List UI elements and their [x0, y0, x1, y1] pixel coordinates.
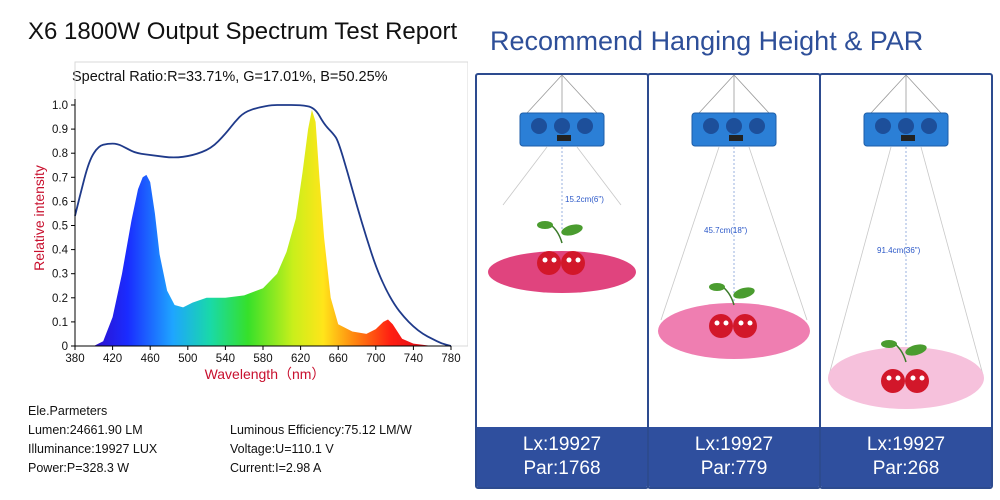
card-scene: 91.4cm(36") [828, 75, 984, 409]
card-footer: Lx:19927 Par:1768 [477, 427, 647, 487]
card-scene: 15.2cm(6") [488, 75, 636, 293]
spectrum-chart: Spectral Ratio:R=33.71%, G=17.01%, B=50.… [31, 61, 468, 382]
x-tick-label: 660 [329, 353, 348, 365]
card-scene: 45.7cm(18") [658, 75, 810, 359]
report-title: X6 1800W Output Spectrum Test Report [28, 18, 458, 45]
par-value: Par:268 [872, 458, 940, 479]
chart-subtitle: Spectral Ratio:R=33.71%, G=17.01%, B=50.… [72, 69, 388, 85]
y-tick-label: 1.0 [52, 100, 68, 112]
x-tick-label: 500 [178, 353, 197, 365]
y-tick-label: 0.3 [52, 269, 68, 281]
y-axis-ticks: 0 0.1 0.2 0.3 0.4 0.5 0.6 0.7 0.8 0.9 1.0 [52, 100, 75, 353]
card-footer: Lx:19927 Par:268 [821, 427, 991, 487]
param-illuminance: Illuminance:19927 LUX [28, 442, 158, 456]
height-card-far: 91.4cm(36") Lx:19927 Par:268 [819, 73, 993, 489]
x-tick-label: 740 [404, 353, 423, 365]
param-current: Current:I=2.98 A [230, 461, 322, 475]
y-tick-label: 0.8 [52, 148, 68, 160]
cherry-plant-icon [537, 221, 585, 275]
param-power: Power:P=328.3 W [28, 461, 130, 475]
param-voltage: Voltage:U=110.1 V [230, 442, 334, 456]
height-card-near: 15.2cm(6") Lx:19927 Par:1768 [475, 73, 649, 489]
lx-value: Lx:19927 [694, 434, 774, 455]
height-distance-label: 45.7cm(18") [704, 226, 748, 235]
height-distance-label: 91.4cm(36") [877, 246, 921, 255]
x-tick-label: 620 [291, 353, 310, 365]
x-tick-label: 460 [141, 353, 160, 365]
x-tick-label: 780 [441, 353, 460, 365]
y-tick-label: 0.4 [52, 245, 69, 257]
spectrum-outline-curve [74, 104, 452, 347]
y-tick-label: 0.7 [52, 172, 68, 184]
par-value: Par:1768 [523, 458, 601, 479]
hanging-height-panel: Recommend Hanging Height & PAR 15.2cm(6"… [468, 0, 1000, 500]
y-tick-label: 0 [62, 341, 68, 353]
lx-value: Lx:19927 [866, 434, 946, 455]
param-lumen: Lumen:24661.90 LM [28, 423, 143, 437]
hanging-title: Recommend Hanging Height & PAR [490, 26, 924, 56]
x-tick-label: 700 [366, 353, 385, 365]
height-distance-label: 15.2cm(6") [565, 195, 604, 204]
cherry-plant-icon [881, 340, 929, 393]
y-tick-label: 0.6 [52, 196, 68, 208]
lx-value: Lx:19927 [522, 434, 602, 455]
x-tick-label: 380 [65, 353, 84, 365]
grow-light-lamp-icon [519, 75, 605, 147]
x-tick-label: 540 [216, 353, 235, 365]
spectrum-area [75, 109, 451, 346]
light-footprint [658, 303, 810, 359]
params-heading: Ele.Parmeters [28, 404, 108, 418]
spectrum-report-panel: X6 1800W Output Spectrum Test Report Spe… [0, 0, 468, 500]
grow-light-lamp-icon [863, 75, 949, 147]
x-axis-label: Wavelength（nm） [205, 366, 326, 382]
grow-light-lamp-icon [691, 75, 777, 147]
x-axis-ticks: 380 420 460 500 540 580 620 660 700 740 780 [65, 346, 461, 365]
y-tick-label: 0.5 [52, 221, 68, 233]
height-card-mid: 45.7cm(18") Lx:19927 Par:779 [647, 73, 821, 489]
x-tick-label: 580 [253, 353, 272, 365]
y-tick-label: 0.2 [52, 293, 68, 305]
light-footprint [488, 251, 636, 293]
x-tick-label: 420 [103, 353, 122, 365]
y-tick-label: 0.9 [52, 124, 68, 136]
par-value: Par:779 [700, 458, 768, 479]
cherry-plant-icon [709, 283, 757, 338]
param-efficiency: Luminous Efficiency:75.12 LM/W [230, 423, 412, 437]
y-tick-label: 0.1 [52, 317, 68, 329]
y-axis-label: Relative intensity [31, 165, 47, 271]
card-footer: Lx:19927 Par:779 [649, 427, 819, 487]
